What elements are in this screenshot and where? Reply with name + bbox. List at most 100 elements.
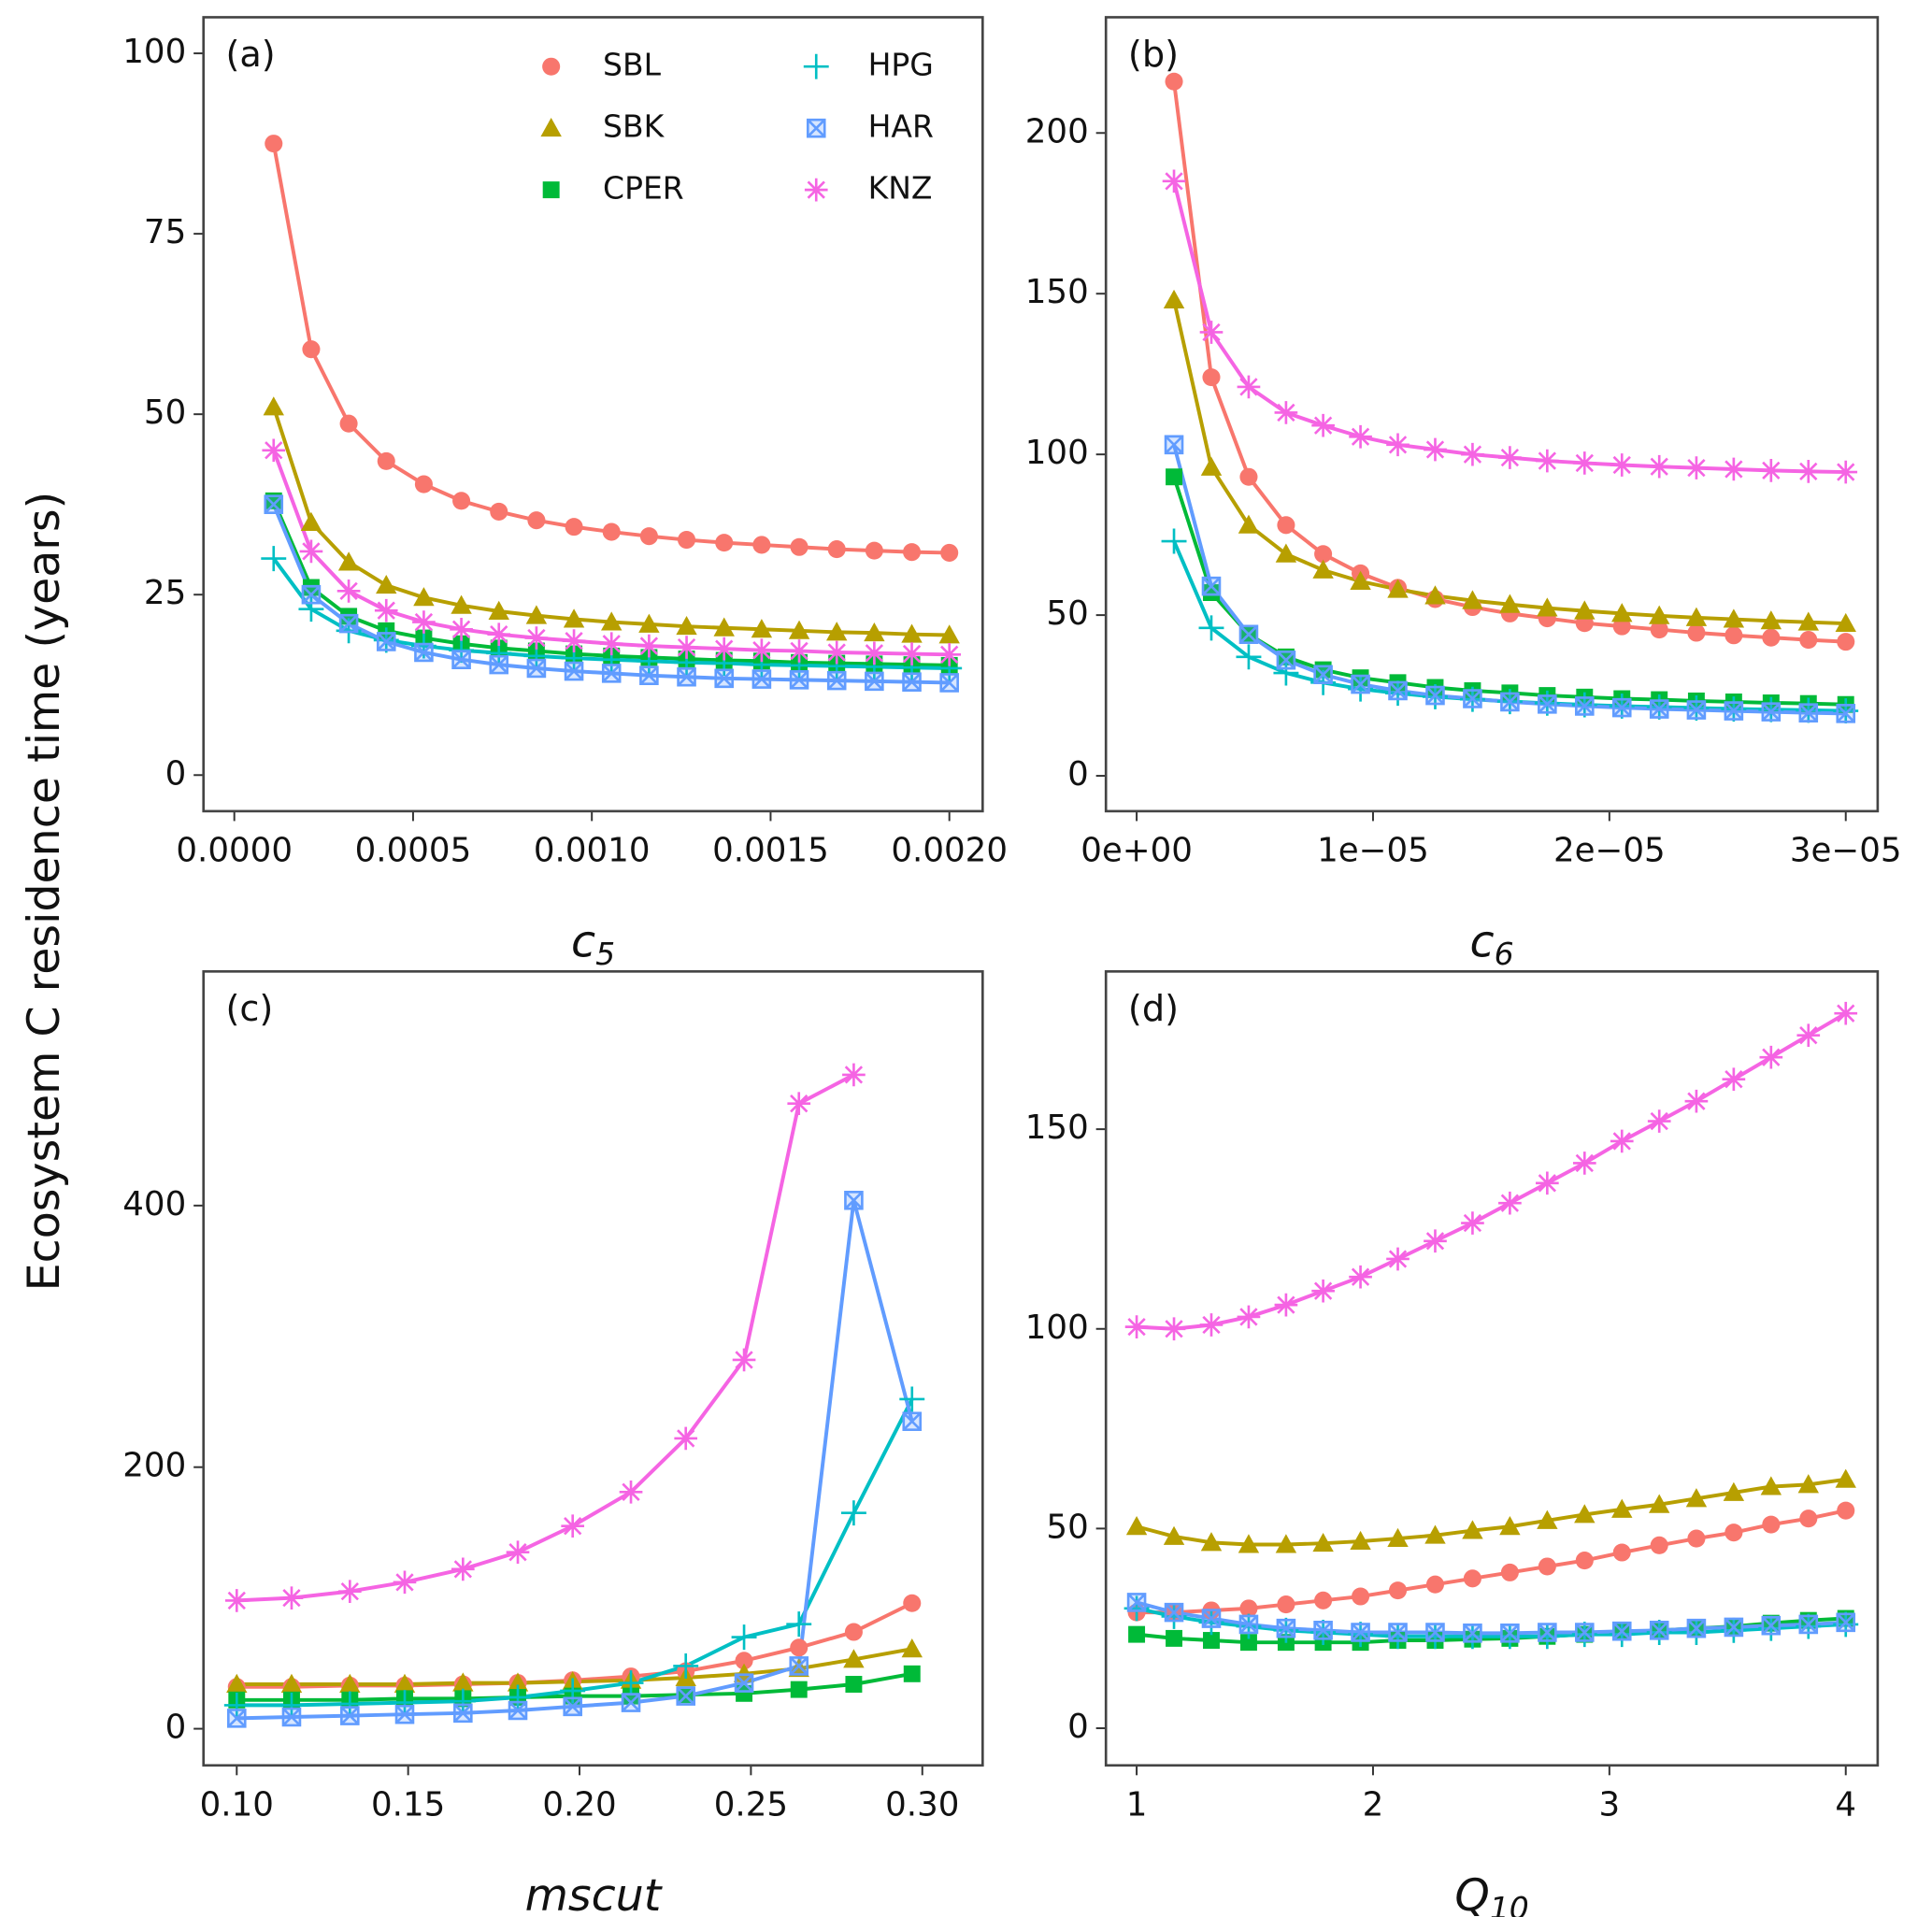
- marker: [1572, 1152, 1596, 1175]
- marker: [1203, 584, 1220, 602]
- marker: [1761, 1615, 1782, 1636]
- marker: [507, 1672, 529, 1692]
- marker: [865, 541, 883, 560]
- marker: [413, 587, 435, 607]
- marker: [899, 1386, 925, 1412]
- marker: [621, 1693, 641, 1712]
- marker: [1463, 1624, 1482, 1643]
- panel-label: (c): [225, 988, 273, 1030]
- marker: [1500, 692, 1520, 712]
- marker: [1498, 446, 1522, 469]
- marker: [1499, 594, 1521, 613]
- marker: [1388, 1581, 1408, 1600]
- marker: [450, 1688, 476, 1714]
- marker: [789, 1656, 809, 1676]
- marker: [1647, 454, 1671, 479]
- marker: [1572, 451, 1596, 475]
- x-axis-title-sub: 6: [1495, 936, 1514, 972]
- marker: [901, 1638, 923, 1658]
- x-tick-label: 0.25: [714, 1785, 788, 1824]
- marker: [638, 613, 660, 633]
- marker: [865, 671, 884, 692]
- marker: [1760, 610, 1782, 630]
- marker: [337, 551, 360, 571]
- marker: [301, 584, 322, 605]
- marker: [675, 636, 698, 659]
- y-tick-label: 400: [122, 1185, 186, 1223]
- marker: [489, 654, 509, 675]
- marker: [562, 629, 586, 652]
- marker: [1612, 1543, 1631, 1562]
- marker: [1351, 1623, 1370, 1642]
- x-tick-label: 0.0015: [712, 831, 829, 869]
- marker: [1237, 1305, 1261, 1329]
- x-tick-label: 2e−05: [1553, 831, 1666, 869]
- marker: [840, 1500, 866, 1526]
- marker: [412, 610, 436, 634]
- marker: [1314, 545, 1333, 564]
- plot-frame: [1104, 16, 1880, 813]
- marker: [414, 475, 433, 494]
- plot-area: [1123, 1001, 1859, 1652]
- marker: [563, 608, 585, 628]
- marker: [524, 626, 549, 650]
- y-tick-label: 0: [1067, 755, 1089, 794]
- x-tick-label: 0.0020: [891, 831, 1008, 869]
- marker: [678, 531, 696, 550]
- marker: [1723, 608, 1745, 628]
- marker: [827, 540, 846, 559]
- marker: [564, 661, 584, 681]
- marker: [1537, 597, 1558, 617]
- marker: [677, 666, 696, 687]
- legend-label: CPER: [603, 170, 684, 207]
- marker: [1647, 1109, 1671, 1133]
- marker: [623, 1687, 640, 1705]
- marker: [1239, 1634, 1257, 1652]
- legend-marker: [803, 53, 829, 79]
- marker: [223, 1692, 250, 1718]
- marker: [561, 1514, 585, 1538]
- marker: [1277, 516, 1295, 535]
- marker: [734, 1673, 754, 1693]
- marker: [1685, 1488, 1708, 1508]
- marker: [1425, 1575, 1445, 1594]
- marker: [789, 670, 809, 690]
- marker: [1424, 585, 1446, 605]
- marker: [1313, 1621, 1333, 1640]
- marker: [863, 641, 886, 665]
- marker: [451, 650, 471, 670]
- marker: [1277, 1595, 1295, 1614]
- marker: [1200, 1532, 1223, 1552]
- marker: [714, 668, 735, 689]
- series-line: [1136, 1011, 1847, 1331]
- marker: [1424, 1524, 1446, 1544]
- marker: [1124, 1315, 1149, 1338]
- marker: [845, 1676, 863, 1693]
- marker: [227, 1709, 247, 1728]
- marker: [844, 1623, 863, 1641]
- marker: [1349, 1265, 1372, 1289]
- marker: [1166, 468, 1183, 486]
- marker: [565, 518, 583, 536]
- marker: [1611, 603, 1633, 622]
- marker: [1388, 680, 1408, 701]
- marker: [1684, 1089, 1709, 1113]
- series-line: [1172, 180, 1846, 475]
- marker: [1796, 460, 1821, 483]
- legend-marker: [806, 118, 826, 138]
- marker: [1276, 650, 1296, 670]
- marker: [376, 632, 396, 651]
- marker: [1724, 1617, 1744, 1638]
- y-tick-label: 150: [1025, 273, 1089, 311]
- marker: [392, 1690, 418, 1716]
- marker: [1199, 1313, 1224, 1337]
- legend-marker: [540, 117, 562, 137]
- panel-label: (b): [1128, 34, 1179, 76]
- marker: [1274, 1293, 1298, 1317]
- marker: [1611, 1498, 1633, 1518]
- x-tick-label: 1: [1126, 1785, 1148, 1824]
- marker: [340, 1706, 360, 1725]
- marker: [1649, 605, 1670, 624]
- marker: [224, 1589, 249, 1612]
- marker: [673, 1652, 699, 1679]
